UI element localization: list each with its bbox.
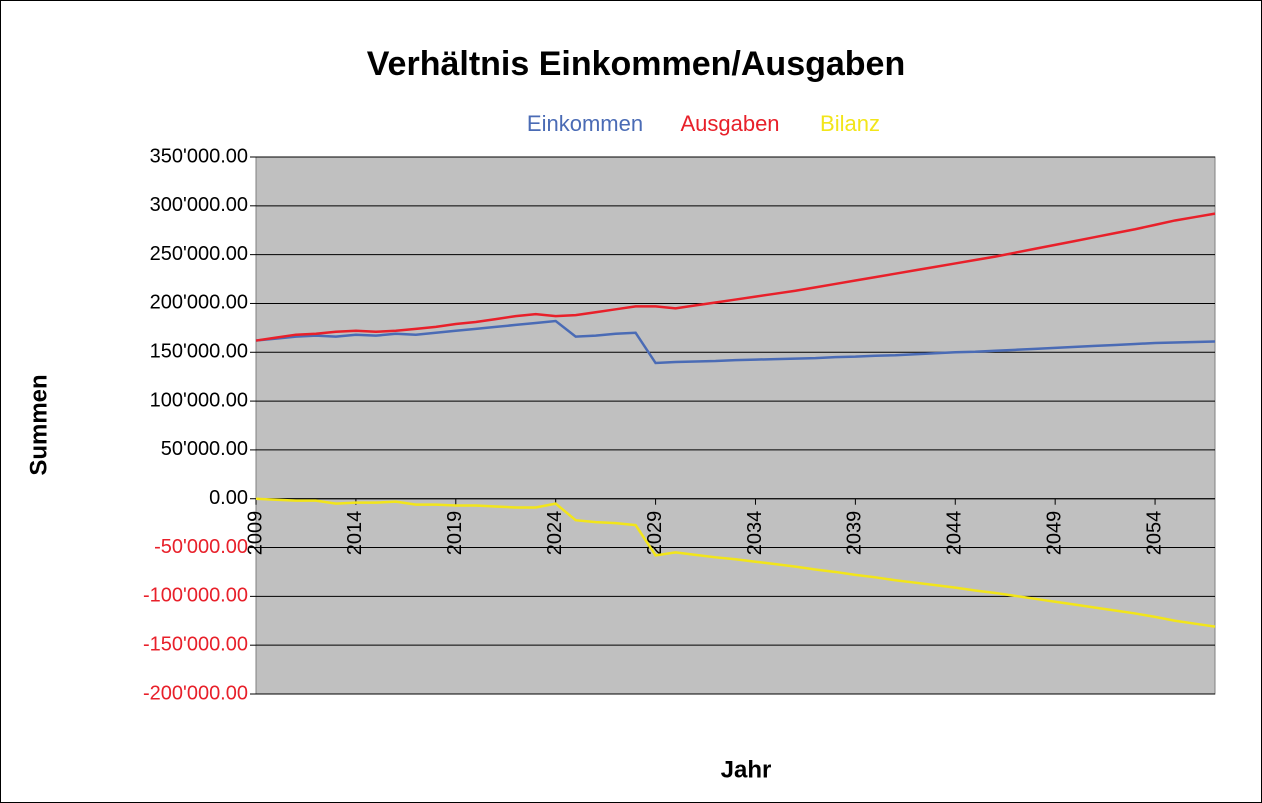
legend-entry: Bilanz — [820, 111, 880, 136]
y-axis-title: Summen — [25, 374, 52, 475]
y-tick-label: 150'000.00 — [150, 341, 248, 363]
plot-area — [255, 156, 1216, 695]
y-tick-label: 0.00 — [209, 487, 248, 509]
y-tick-label: -200'000.00 — [143, 682, 248, 704]
x-axis-title: Jahr — [721, 756, 772, 783]
legend-entry: Ausgaben — [680, 111, 779, 136]
y-tick-label: -100'000.00 — [143, 585, 248, 607]
x-tick-label: 2024 — [544, 511, 566, 556]
y-tick-label: -150'000.00 — [143, 633, 248, 655]
y-tick-label: 250'000.00 — [150, 243, 248, 265]
y-tick-label: 100'000.00 — [150, 389, 248, 411]
x-tick-label: 2049 — [1043, 511, 1065, 556]
x-tick-label: 2019 — [444, 511, 466, 556]
series-line — [255, 212, 1216, 342]
x-tick-label: 2044 — [944, 511, 966, 556]
series-line — [255, 319, 1216, 365]
y-tick-label: -50'000.00 — [154, 536, 248, 558]
x-tick-label: 2029 — [644, 511, 666, 556]
y-tick-label: 50'000.00 — [161, 438, 248, 460]
series-line — [255, 497, 1216, 628]
x-tick-label: 2039 — [844, 511, 866, 556]
x-tick-label: 2014 — [344, 511, 366, 556]
x-tick-label: 2054 — [1143, 511, 1165, 556]
y-tick-label: 200'000.00 — [150, 292, 248, 314]
x-tick-label: 2009 — [244, 511, 266, 556]
y-tick-label: 300'000.00 — [150, 194, 248, 216]
chart-title: Verhältnis Einkommen/Ausgaben — [367, 45, 905, 83]
legend-entry: Einkommen — [527, 111, 643, 136]
y-tick-label: 350'000.00 — [150, 145, 248, 167]
x-tick-label: 2034 — [744, 511, 766, 556]
